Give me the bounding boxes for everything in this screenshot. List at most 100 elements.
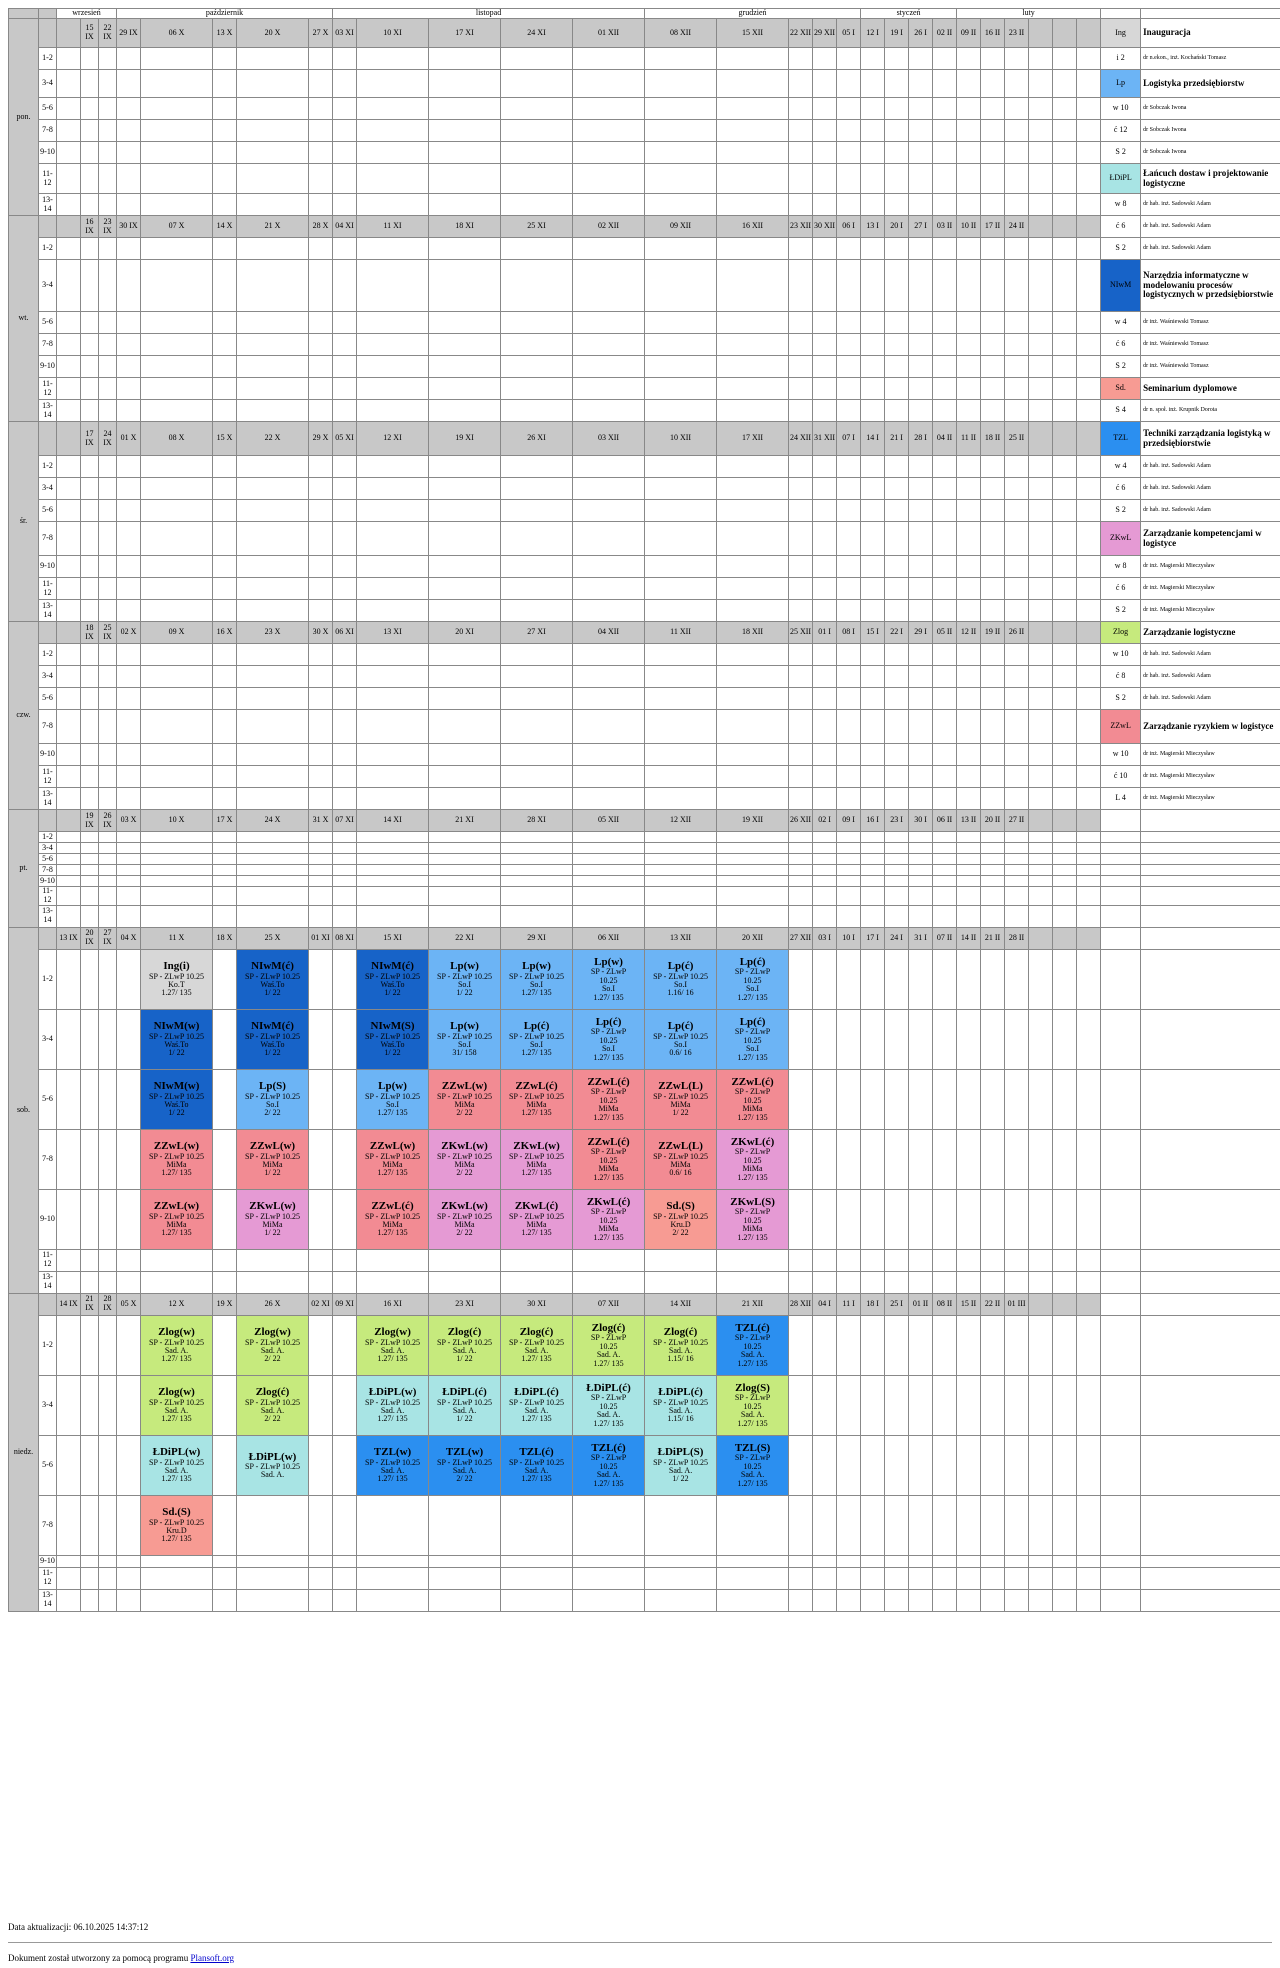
class-event[interactable]: ŁDiPL(ć) SP - ZLwP 10.25 Sad. A. 1.27/ 135	[500, 1374, 574, 1436]
class-event[interactable]: ZKwL(S) SP - ZLwP 10.25 MiMa 1.27/ 135	[716, 1188, 790, 1250]
class-event[interactable]: ZZwL(w) SP - ZLwP 10.25 MiMa 1/ 22	[236, 1128, 309, 1190]
class-event[interactable]: ŁDiPL(w) SP - ZLwP 10.25 Sad. A.	[236, 1434, 309, 1496]
date-header: 01 II	[908, 1292, 934, 1316]
event-line: Waś.To	[380, 979, 405, 989]
class-event[interactable]: Sd.(S) SP - ZLwP 10.25 Kru.D 2/ 22	[644, 1188, 718, 1250]
empty-cell	[56, 237, 81, 260]
event-title: Lp(ć)	[595, 1016, 622, 1029]
class-event[interactable]: Lp(w) SP - ZLwP 10.25 So.I 1/ 22	[428, 948, 502, 1010]
class-event[interactable]: ZZwL(w) SP - ZLwP 10.25 MiMa 2/ 22	[428, 1068, 502, 1130]
class-event[interactable]: ZZwL(w) SP - ZLwP 10.25 MiMa 1.27/ 135	[140, 1128, 213, 1190]
empty-cell	[644, 765, 718, 788]
plansoft-link[interactable]: Plansoft.org	[190, 1953, 235, 1963]
class-event[interactable]: Zlog(w) SP - ZLwP 10.25 Sad. A. 1.27/ 135	[356, 1314, 430, 1376]
empty-cell	[428, 577, 502, 600]
class-event[interactable]: Zlog(ć) SP - ZLwP 10.25 Sad. A. 1/ 22	[428, 1314, 502, 1376]
class-event[interactable]: ZZwL(ć) SP - ZLwP 10.25 MiMa 1.27/ 135	[716, 1068, 790, 1130]
empty-cell	[1028, 765, 1054, 788]
class-event[interactable]: Lp(ć) SP - ZLwP 10.25 So.I 1.27/ 135	[572, 1008, 646, 1070]
class-event[interactable]: NIwM(ć) SP - ZLwP 10.25 Waś.To 1/ 22	[356, 948, 430, 1010]
class-event[interactable]: ZKwL(w) SP - ZLwP 10.25 MiMa 2/ 22	[428, 1128, 502, 1190]
empty-cell	[860, 765, 886, 788]
date-header: 12 XII	[644, 809, 718, 832]
legend-abbr: S 2	[1100, 355, 1142, 378]
empty-cell	[1004, 1270, 1030, 1294]
class-event[interactable]: Zlog(w) SP - ZLwP 10.25 Sad. A. 2/ 22	[236, 1314, 309, 1376]
class-event[interactable]: ŁDiPL(S) SP - ZLwP 10.25 Sad. A. 1/ 22	[644, 1434, 718, 1496]
class-event[interactable]: Zlog(ć) SP - ZLwP 10.25 Sad. A. 1.27/ 135	[572, 1314, 646, 1376]
class-event[interactable]: Lp(w) SP - ZLwP 10.25 So.I 1.27/ 135	[356, 1068, 430, 1130]
class-event[interactable]: Ing(i) SP - ZLwP 10.25 Ko.T 1.27/ 135	[140, 948, 213, 1010]
class-event[interactable]: ZKwL(ć) SP - ZLwP 10.25 MiMa 1.27/ 135	[500, 1188, 574, 1250]
class-event[interactable]: TZL(w) SP - ZLwP 10.25 Sad. A. 1.27/ 135	[356, 1434, 430, 1496]
class-event[interactable]: TZL(ć) SP - ZLwP 10.25 Sad. A. 1.27/ 135	[716, 1314, 790, 1376]
class-event[interactable]: ZKwL(w) SP - ZLwP 10.25 MiMa 1.27/ 135	[500, 1128, 574, 1190]
class-event[interactable]: ŁDiPL(w) SP - ZLwP 10.25 Sad. A. 1.27/ 135	[140, 1434, 213, 1496]
empty-cell	[908, 311, 934, 334]
class-event[interactable]: Lp(w) SP - ZLwP 10.25 So.I 1.27/ 135	[572, 948, 646, 1010]
class-event[interactable]: ZKwL(ć) SP - ZLwP 10.25 MiMa 1.27/ 135	[572, 1188, 646, 1250]
empty-cell	[836, 599, 862, 622]
class-event[interactable]: ZZwL(w) SP - ZLwP 10.25 MiMa 1.27/ 135	[356, 1128, 430, 1190]
event-title: Zlog(ć)	[591, 1322, 626, 1335]
class-event[interactable]: ZKwL(w) SP - ZLwP 10.25 MiMa 2/ 22	[428, 1188, 502, 1250]
empty-cell	[428, 687, 502, 710]
class-event[interactable]: ŁDiPL(ć) SP - ZLwP 10.25 Sad. A. 1/ 22	[428, 1374, 502, 1436]
class-event[interactable]: ZZwL(ć) SP - ZLwP 10.25 MiMa 1.27/ 135	[356, 1188, 430, 1250]
empty-cell	[908, 787, 934, 810]
empty-cell	[236, 455, 309, 478]
date-header: 16 XII	[716, 215, 790, 238]
class-event[interactable]: ZZwL(L) SP - ZLwP 10.25 MiMa 0.6/ 16	[644, 1128, 718, 1190]
class-event[interactable]: NIwM(ć) SP - ZLwP 10.25 Waś.To 1/ 22	[236, 1008, 309, 1070]
event-line: MiMa	[382, 1159, 403, 1169]
class-event[interactable]: Lp(ć) SP - ZLwP 10.25 So.I 1.16/ 16	[644, 948, 718, 1010]
class-event[interactable]: ZZwL(ć) SP - ZLwP 10.25 MiMa 1.27/ 135	[572, 1128, 646, 1190]
class-event[interactable]: ZZwL(ć) SP - ZLwP 10.25 MiMa 1.27/ 135	[500, 1068, 574, 1130]
class-event[interactable]: ŁDiPL(ć) SP - ZLwP 10.25 Sad. A. 1.15/ 16	[644, 1374, 718, 1436]
class-event[interactable]: Zlog(w) SP - ZLwP 10.25 Sad. A. 1.27/ 135	[140, 1314, 213, 1376]
empty-cell	[98, 555, 117, 578]
class-event[interactable]: TZL(ć) SP - ZLwP 10.25 Sad. A. 1.27/ 135	[500, 1434, 574, 1496]
empty-cell	[812, 499, 838, 522]
class-event[interactable]: ZZwL(ć) SP - ZLwP 10.25 MiMa 1.27/ 135	[572, 1068, 646, 1130]
class-event[interactable]: Zlog(w) SP - ZLwP 10.25 Sad. A. 1.27/ 135	[140, 1374, 213, 1436]
empty-cell	[788, 853, 814, 865]
empty-cell	[1052, 665, 1078, 688]
class-event[interactable]: ZKwL(ć) SP - ZLwP 10.25 MiMa 1.27/ 135	[716, 1128, 790, 1190]
empty-cell	[788, 555, 814, 578]
class-event[interactable]: TZL(S) SP - ZLwP 10.25 Sad. A. 1.27/ 135	[716, 1434, 790, 1496]
class-event[interactable]: Lp(S) SP - ZLwP 10.25 So.I 2/ 22	[236, 1068, 309, 1130]
class-event[interactable]: TZL(ć) SP - ZLwP 10.25 Sad. A. 1.27/ 135	[572, 1434, 646, 1496]
class-event[interactable]: Sd.(S) SP - ZLwP 10.25 Kru.D 1.27/ 135	[140, 1494, 213, 1556]
class-event[interactable]: ZZwL(L) SP - ZLwP 10.25 MiMa 1/ 22	[644, 1068, 718, 1130]
empty-cell	[116, 1270, 141, 1294]
class-event[interactable]: Lp(ć) SP - ZLwP 10.25 So.I 1.27/ 135	[500, 1008, 574, 1070]
class-event[interactable]: Lp(ć) SP - ZLwP 10.25 So.I 0.6/ 16	[644, 1008, 718, 1070]
event-line: Sad. A.	[668, 1405, 693, 1415]
empty-cell	[140, 875, 213, 887]
class-event[interactable]: ŁDiPL(ć) SP - ZLwP 10.25 Sad. A. 1.27/ 135	[572, 1374, 646, 1436]
class-event[interactable]: NIwM(ć) SP - ZLwP 10.25 Waś.To 1/ 22	[236, 948, 309, 1010]
class-event[interactable]: Zlog(ć) SP - ZLwP 10.25 Sad. A. 2/ 22	[236, 1374, 309, 1436]
class-event[interactable]: NIwM(S) SP - ZLwP 10.25 Waś.To 1/ 22	[356, 1008, 430, 1070]
class-event[interactable]: Zlog(ć) SP - ZLwP 10.25 Sad. A. 1.15/ 16	[644, 1314, 718, 1376]
class-event[interactable]: ZZwL(w) SP - ZLwP 10.25 MiMa 1.27/ 135	[140, 1188, 213, 1250]
class-event[interactable]: Lp(ć) SP - ZLwP 10.25 So.I 1.27/ 135	[716, 948, 790, 1010]
empty-cell	[116, 377, 141, 400]
class-event[interactable]: Lp(w) SP - ZLwP 10.25 So.I 31/ 158	[428, 1008, 502, 1070]
hour-corner	[38, 421, 57, 456]
class-event[interactable]: ŁDiPL(w) SP - ZLwP 10.25 Sad. A. 1.27/ 135	[356, 1374, 430, 1436]
date-header: 25 XI	[500, 215, 574, 238]
class-event[interactable]: NIwM(w) SP - ZLwP 10.25 Waś.To 1/ 22	[140, 1068, 213, 1130]
class-event[interactable]: Lp(ć) SP - ZLwP 10.25 So.I 1.27/ 135	[716, 1008, 790, 1070]
class-event[interactable]: Zlog(ć) SP - ZLwP 10.25 Sad. A. 1.27/ 135	[500, 1314, 574, 1376]
class-event[interactable]: TZL(w) SP - ZLwP 10.25 Sad. A. 2/ 22	[428, 1434, 502, 1496]
empty-cell	[236, 355, 309, 378]
empty-cell	[236, 765, 309, 788]
event-title: TZL(ć)	[591, 1442, 626, 1455]
date-header: 31 X	[307, 809, 334, 832]
class-event[interactable]: Lp(w) SP - ZLwP 10.25 So.I 1.27/ 135	[500, 948, 574, 1010]
class-event[interactable]: ZKwL(w) SP - ZLwP 10.25 MiMa 1/ 22	[236, 1188, 309, 1250]
class-event[interactable]: Zlog(S) SP - ZLwP 10.25 Sad. A. 1.27/ 135	[716, 1374, 790, 1436]
class-event[interactable]: NIwM(w) SP - ZLwP 10.25 Waś.To 1/ 22	[140, 1008, 213, 1070]
